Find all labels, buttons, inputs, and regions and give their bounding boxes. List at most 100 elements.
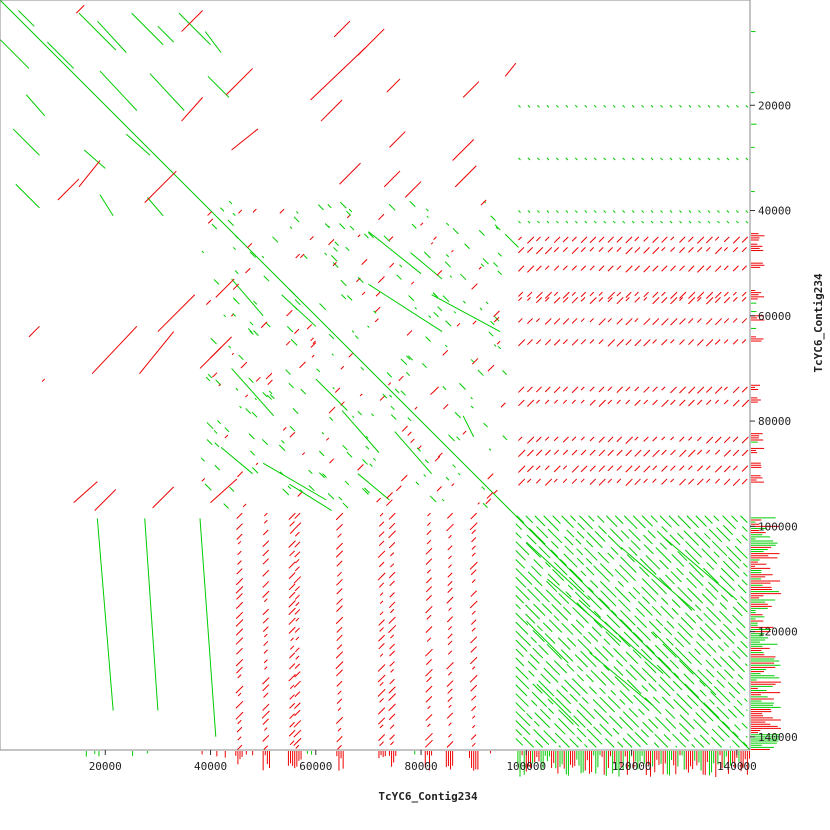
reverse-repeat-dash (336, 578, 343, 586)
reverse-repeat-dash (295, 558, 300, 564)
reverse-repeat-dash (378, 521, 385, 527)
reverse-hit (472, 320, 477, 325)
reverse-repeat-dash (688, 291, 696, 299)
reverse-repeat-dash (697, 291, 705, 299)
forward-hit (228, 200, 233, 205)
reverse-repeat-dash (469, 656, 478, 665)
reverse-repeat-dash (535, 339, 542, 345)
reverse-repeat-dash (643, 436, 649, 442)
reverse-repeat-dash (471, 579, 476, 584)
forward-repeat-dash (599, 563, 614, 577)
reverse-repeat-dash (289, 713, 296, 720)
reverse-repeat-dash (625, 297, 630, 302)
forward-repeat-dash (679, 732, 689, 742)
reverse-repeat-dash (643, 465, 651, 473)
reverse-repeat-dash (389, 724, 395, 730)
reverse-repeat-dash (469, 600, 478, 609)
reverse-repeat-dash (237, 674, 242, 679)
forward-hit (204, 483, 212, 491)
forward-repeat-dash (688, 210, 692, 213)
reverse-hit (487, 473, 494, 480)
reverse-repeat-dash (616, 318, 623, 325)
forward-repeat-dash (654, 644, 669, 659)
reverse-repeat-dash (714, 465, 723, 473)
forward-segment (204, 31, 222, 53)
forward-repeat-dash (679, 714, 695, 730)
forward-repeat-dash (740, 596, 748, 604)
forward-hit (328, 333, 335, 340)
forward-repeat-dash (606, 614, 621, 628)
forward-hit (365, 445, 370, 450)
forward-repeat-dash (717, 725, 730, 738)
forward-hit (407, 417, 412, 422)
forward-repeat-dash (687, 695, 699, 707)
forward-repeat-dash (743, 698, 748, 702)
reverse-repeat-dash (470, 590, 477, 597)
forward-repeat-dash (669, 157, 673, 161)
forward-hit (445, 320, 452, 327)
reverse-hit (328, 406, 336, 414)
reverse-repeat-dash (470, 734, 477, 740)
reverse-repeat-dash (607, 465, 614, 472)
forward-hit (266, 394, 272, 400)
forward-repeat-dash (531, 565, 542, 577)
forward-repeat-dash (706, 606, 722, 622)
reverse-repeat-dash (562, 465, 568, 470)
forward-hit (490, 320, 495, 326)
reverse-repeat-dash (262, 703, 270, 711)
reverse-repeat-dash (293, 737, 302, 746)
forward-hit (371, 413, 375, 417)
reverse-repeat-dash (425, 577, 432, 584)
reverse-repeat-dash (237, 560, 242, 565)
reverse-repeat-dash (448, 607, 452, 611)
forward-repeat-dash (740, 515, 748, 523)
forward-repeat-dash (648, 620, 662, 634)
reverse-repeat-dash (426, 522, 431, 526)
forward-hit (400, 358, 408, 366)
forward-repeat-dash (588, 587, 594, 593)
reverse-repeat-dash (679, 449, 687, 458)
forward-hit (332, 386, 335, 390)
forward-hit (462, 300, 466, 304)
reverse-repeat-dash (723, 291, 729, 297)
reverse-repeat-dash (679, 465, 685, 471)
forward-segment (199, 518, 217, 737)
reverse-repeat-dash (262, 684, 270, 692)
forward-repeat-dash (655, 716, 671, 732)
reverse-hit (376, 497, 381, 503)
forward-repeat-dash (619, 716, 634, 731)
forward-repeat-dash (515, 630, 532, 647)
reverse-repeat-dash (723, 465, 731, 473)
reverse-hit (301, 452, 306, 456)
forward-hit (360, 366, 365, 371)
reverse-repeat-dash (723, 386, 728, 391)
reverse-repeat-dash (336, 605, 343, 612)
forward-repeat-dash (703, 612, 717, 626)
alignment-segments (0, 0, 751, 751)
reverse-repeat-dash (732, 247, 739, 253)
reverse-repeat-dash (607, 247, 613, 253)
forward-repeat-dash (576, 531, 585, 539)
forward-hit (444, 344, 448, 348)
forward-hit (327, 203, 332, 209)
reverse-repeat-dash (335, 716, 343, 724)
forward-repeat-dash (657, 656, 672, 671)
forward-segment (504, 233, 519, 248)
reverse-segment (181, 97, 204, 122)
reverse-repeat-dash (670, 236, 675, 241)
reverse-repeat-dash (390, 634, 395, 639)
forward-hit (400, 390, 406, 396)
axes: 20000 40000 60000 80000 100000 120000 14000020… (0, 0, 798, 773)
reverse-repeat-dash (378, 634, 386, 642)
reverse-repeat-dash (697, 399, 703, 405)
reverse-repeat-dash (732, 297, 738, 302)
forward-repeat-dash (655, 547, 672, 564)
reverse-repeat-dash (337, 690, 342, 695)
reverse-repeat-dash (580, 399, 585, 404)
forward-hit (344, 480, 350, 486)
reverse-hit (237, 471, 243, 478)
reverse-repeat-dash (426, 569, 432, 574)
forward-segment (220, 446, 253, 475)
forward-repeat-dash (603, 210, 607, 213)
forward-repeat-dash (566, 529, 575, 538)
